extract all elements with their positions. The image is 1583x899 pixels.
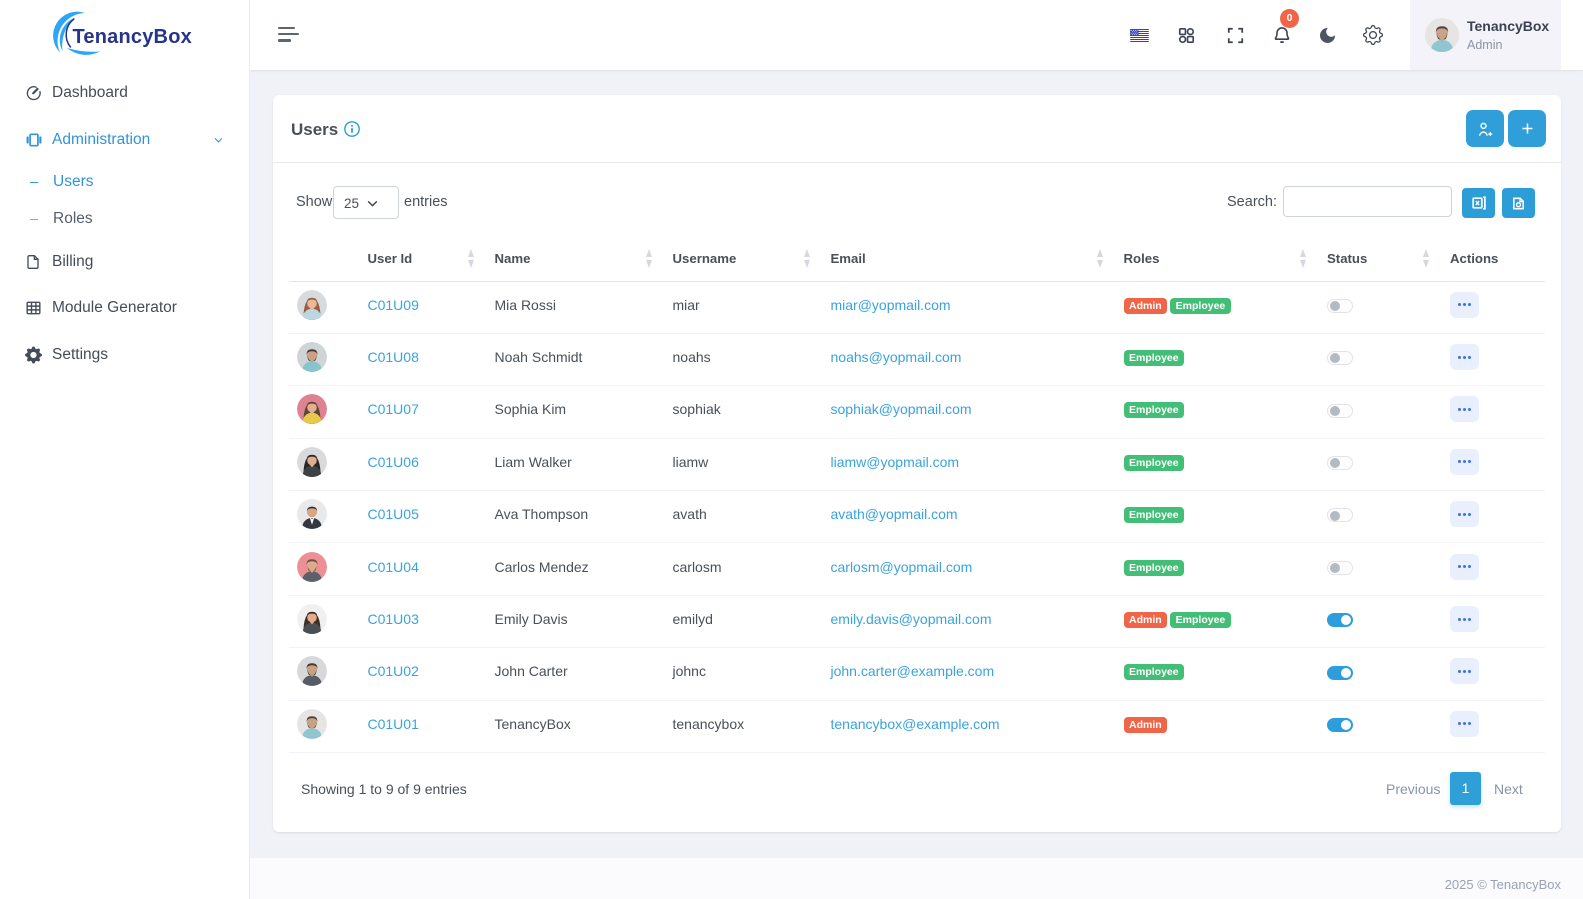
svg-text:TenancyBox: TenancyBox [73, 26, 192, 48]
